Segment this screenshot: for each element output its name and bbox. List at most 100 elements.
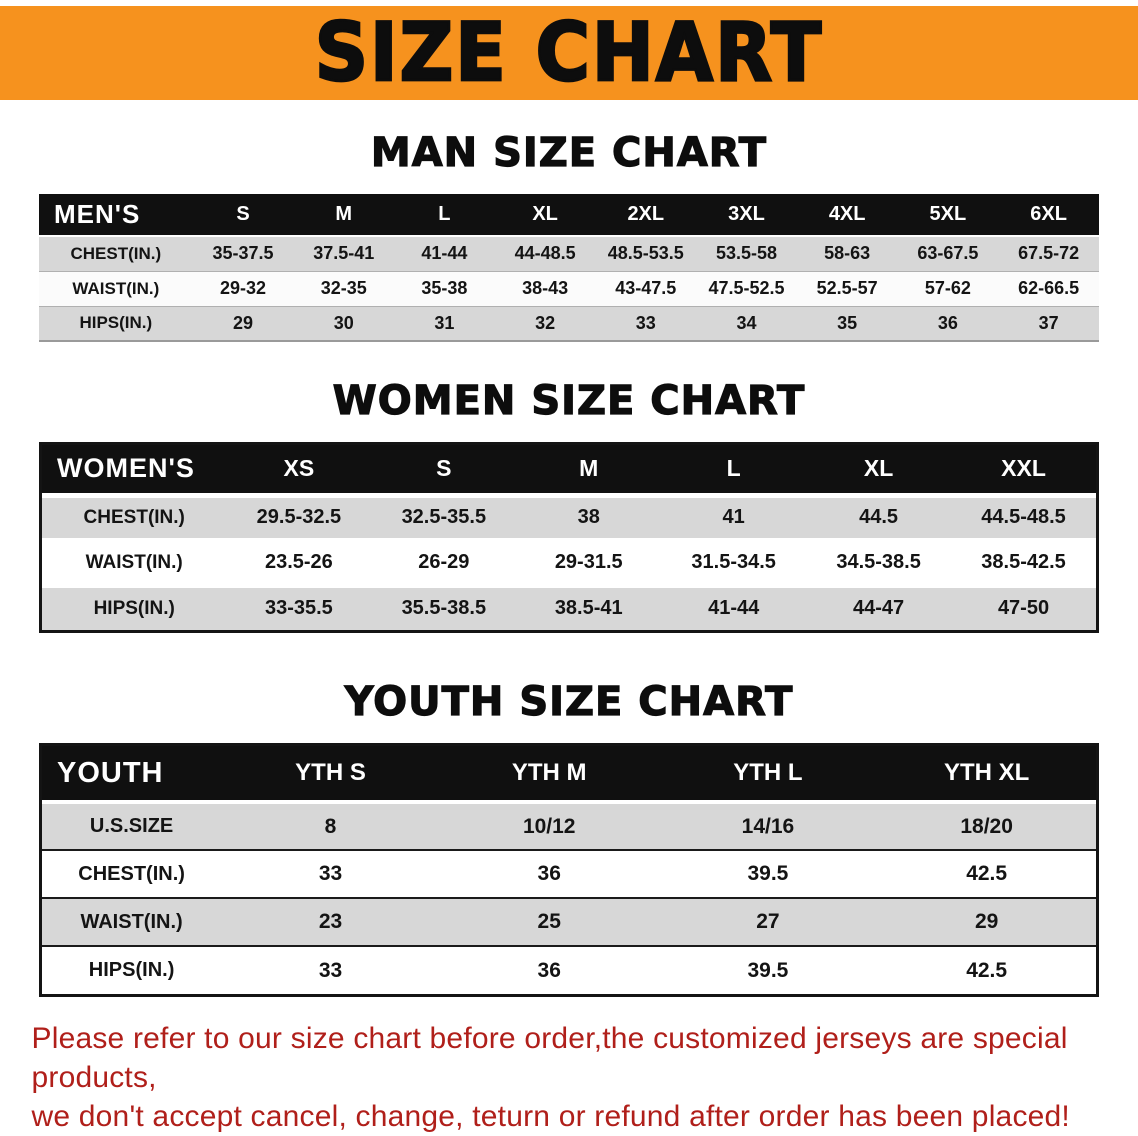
size-value-cell: 58-63 xyxy=(824,243,871,264)
size-value-cell: 41-44 xyxy=(421,243,468,264)
youth-size-table: YOUTH YTH S YTH M YTH L YTH XL U.S.SIZE 8 10/12… xyxy=(42,746,1096,994)
size-value-cell: 29-31.5 xyxy=(554,551,623,573)
header-row: WOMEN'S XS S M L XL XXL xyxy=(42,445,1096,495)
row-label-cell: CHEST(IN.) xyxy=(83,506,185,528)
size-value-cell: 18/20 xyxy=(960,814,1013,838)
size-column-header: XL xyxy=(494,194,596,236)
size-column-header: YTH M xyxy=(439,746,659,802)
size-value-cell: 10/12 xyxy=(522,814,576,838)
size-value-cell: 47-50 xyxy=(997,597,1050,620)
size-value-cell: 23.5-26 xyxy=(264,551,333,573)
size-value-cell: 52.5-57 xyxy=(816,278,878,298)
size-value-cell: 29 xyxy=(974,910,999,933)
women-size-section: WOMEN SIZE CHART WOMEN'S XS S M L XL XXL CHEST(… xyxy=(0,377,1138,633)
row-label-cell: HIPS(IN.) xyxy=(93,597,175,619)
measurement-row: HIPS(IN.) 33 36 39.5 42.5 xyxy=(42,946,1096,994)
size-value-cell: 35-37.5 xyxy=(212,243,274,264)
size-column-header: 3XL xyxy=(696,194,797,236)
size-column-header: S xyxy=(192,194,294,236)
size-column-header: 2XL xyxy=(595,194,697,236)
size-value-cell: 33-35.5 xyxy=(264,597,333,620)
size-value-cell: 35 xyxy=(837,312,858,333)
size-value-cell: 48.5-53.5 xyxy=(607,243,684,264)
row-label-cell: CHEST(IN.) xyxy=(78,862,185,885)
size-column-header: YTH S xyxy=(221,746,440,802)
size-value-cell: 35.5-38.5 xyxy=(401,597,487,620)
size-value-cell: 62-66.5 xyxy=(1018,278,1080,298)
size-value-cell: 34 xyxy=(736,312,757,333)
row-label-cell: HIPS(IN.) xyxy=(79,313,153,333)
size-value-cell: 34.5-38.5 xyxy=(836,551,921,573)
size-value-cell: 25 xyxy=(537,910,561,933)
size-column-header: L xyxy=(394,194,495,236)
size-value-cell: 30 xyxy=(333,312,354,333)
size-value-cell: 37 xyxy=(1038,312,1059,333)
size-value-cell: 35-38 xyxy=(421,278,468,298)
youth-size-section: YOUTH SIZE CHART YOUTH YTH S YTH M YTH L YTH… xyxy=(0,678,1138,997)
size-value-cell: 29-32 xyxy=(220,278,267,298)
size-value-cell: 44-47 xyxy=(853,597,905,620)
size-value-cell: 57-62 xyxy=(924,278,971,298)
size-column-header: XS xyxy=(226,445,372,495)
man-size-section: MAN SIZE CHART MEN'S S M L XL 2XL 3XL 4XL 5XL 6XL… xyxy=(0,129,1138,342)
size-value-cell: 36 xyxy=(537,958,561,982)
table-title-cell: WOMEN'S xyxy=(42,445,227,495)
measurement-row: U.S.SIZE 8 10/12 14/16 18/20 xyxy=(42,802,1096,850)
size-value-cell: 44.5-48.5 xyxy=(981,506,1066,528)
size-column-header: M xyxy=(516,445,662,495)
size-value-cell: 63-67.5 xyxy=(917,243,979,264)
size-value-cell: 14/16 xyxy=(741,814,795,838)
measurement-row: WAIST(IN.) 23 25 27 29 xyxy=(42,898,1096,946)
size-value-cell: 39.5 xyxy=(747,862,789,885)
page-title: SIZE CHART xyxy=(314,6,824,100)
disclaimer-line-2: we don't accept cancel, change, teturn o… xyxy=(31,1100,1070,1133)
size-value-cell: 38 xyxy=(577,506,600,528)
size-value-cell: 41 xyxy=(722,506,745,528)
size-value-cell: 44.5 xyxy=(859,506,899,528)
banner: SIZE CHART xyxy=(0,6,1138,100)
women-size-table-wrap: WOMEN'S XS S M L XL XXL CHEST(IN.) 29.5-32.5 32.5… xyxy=(39,442,1099,633)
size-value-cell: 32-35 xyxy=(320,278,367,298)
size-value-cell: 33 xyxy=(635,312,656,333)
size-value-cell: 36 xyxy=(537,862,561,885)
size-value-cell: 44-48.5 xyxy=(514,243,576,264)
man-size-table: MEN'S S M L XL 2XL 3XL 4XL 5XL 6XL CHEST(IN.) 35-37… xyxy=(39,194,1099,342)
size-value-cell: 29 xyxy=(233,312,254,333)
row-label-cell: HIPS(IN.) xyxy=(88,959,175,981)
size-value-cell: 67.5-72 xyxy=(1018,243,1080,264)
size-column-header: 6XL xyxy=(998,194,1099,236)
size-value-cell: 33 xyxy=(318,862,343,885)
measurement-row: HIPS(IN.) 33-35.5 35.5-38.5 38.5-41 41-44 44-… xyxy=(42,585,1096,630)
size-value-cell: 38-43 xyxy=(522,278,569,298)
size-value-cell: 39.5 xyxy=(747,958,789,982)
size-column-header: 5XL xyxy=(897,194,999,236)
row-label-cell: CHEST(IN.) xyxy=(70,243,162,263)
size-value-cell: 32 xyxy=(535,312,556,333)
header-row: MEN'S S M L XL 2XL 3XL 4XL 5XL 6XL xyxy=(39,194,1099,236)
row-label-cell: WAIST(IN.) xyxy=(80,910,183,933)
size-value-cell: 27 xyxy=(756,910,780,933)
youth-section-heading: YOUTH SIZE CHART xyxy=(344,678,794,725)
size-column-header: XXL xyxy=(951,445,1096,495)
size-value-cell: 38.5-41 xyxy=(554,597,623,620)
size-column-header: M xyxy=(293,194,395,236)
size-column-header: 4XL xyxy=(796,194,898,236)
size-value-cell: 23 xyxy=(318,910,343,933)
size-column-header: YTH XL xyxy=(877,746,1096,802)
header-row: YOUTH YTH S YTH M YTH L YTH XL xyxy=(42,746,1096,802)
size-value-cell: 37.5-41 xyxy=(313,243,375,264)
size-value-cell: 47.5-52.5 xyxy=(708,278,785,298)
table-title-cell: MEN'S xyxy=(39,194,193,236)
measurement-row: CHEST(IN.) 35-37.5 37.5-41 41-44 44-48.5 48.5… xyxy=(39,236,1099,271)
size-value-cell: 42.5 xyxy=(966,958,1008,982)
row-label-cell: WAIST(IN.) xyxy=(85,551,183,573)
size-value-cell: 36 xyxy=(937,312,958,333)
women-section-heading: WOMEN SIZE CHART xyxy=(332,377,806,424)
measurement-row: CHEST(IN.) 29.5-32.5 32.5-35.5 38 41 44.5 44.5… xyxy=(42,495,1096,540)
size-value-cell: 33 xyxy=(318,958,343,982)
size-value-cell: 29.5-32.5 xyxy=(256,506,342,528)
size-column-header: XL xyxy=(806,445,952,495)
row-label-cell: U.S.SIZE xyxy=(89,815,174,837)
measurement-row: CHEST(IN.) 33 36 39.5 42.5 xyxy=(42,850,1096,898)
